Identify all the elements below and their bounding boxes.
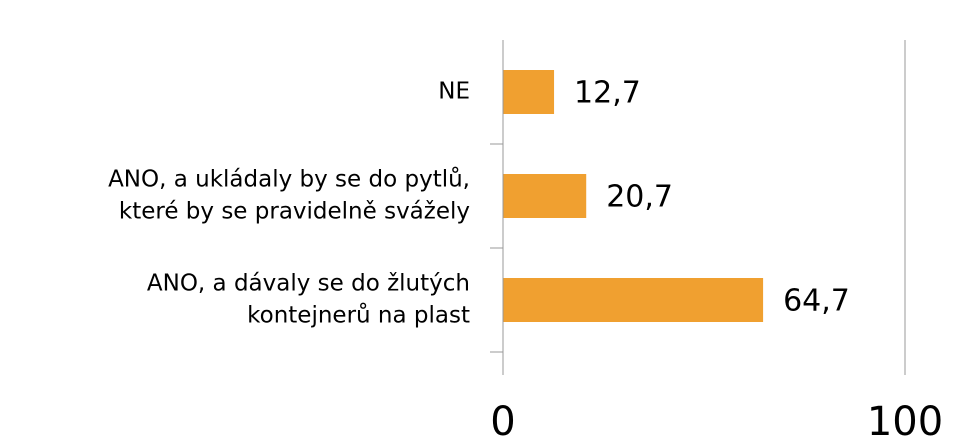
category-label: kontejnerů na plast	[247, 302, 470, 329]
value-label: 12,7	[574, 76, 641, 111]
bar	[503, 70, 555, 114]
x-tick-label: 0	[490, 399, 515, 445]
bar	[503, 278, 764, 322]
category-label: ANO, a ukládaly by se do pytlů,	[108, 166, 470, 193]
value-label: 64,7	[783, 284, 850, 319]
value-label: 20,7	[606, 180, 673, 215]
x-tick-label: 100	[867, 399, 943, 445]
category-label: které by se pravidelně svážely	[119, 199, 470, 225]
bar	[503, 174, 587, 218]
category-label: NE	[438, 79, 470, 105]
category-label: ANO, a dávaly se do žlutých	[147, 271, 470, 297]
